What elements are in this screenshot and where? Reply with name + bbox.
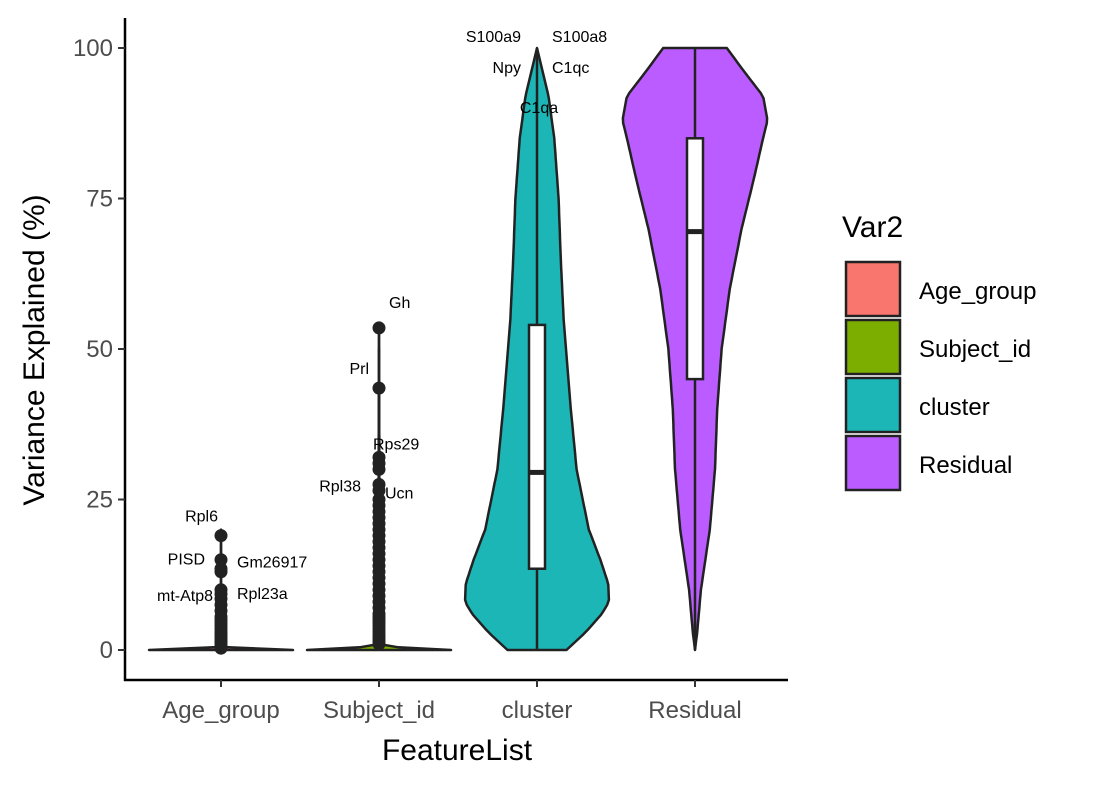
axes: 0 25 50 75 100 Age_group Subject_id cluster Resi… — [73, 18, 788, 724]
y-tick-label: 50 — [86, 336, 113, 363]
outlier-point-age-group — [214, 529, 228, 543]
legend-label-age-group: Age_group — [919, 278, 1036, 305]
gene-label-mt-atp8: mt-Atp8 — [157, 588, 213, 605]
outlier-point-subject-id — [372, 483, 386, 497]
gene-label-gm26917: Gm26917 — [237, 555, 307, 572]
outlier-point-subject-id — [372, 637, 386, 651]
gene-label-c1qc: C1qc — [552, 60, 589, 77]
x-axis-title: FeatureList — [382, 734, 533, 767]
box-cluster — [527, 323, 547, 570]
legend-swatch-age-group — [844, 260, 902, 318]
legend-title: Var2 — [842, 211, 903, 244]
plot-area: Rpl6 PISD Gm26917 mt-Atp8 Rpl23a Gh Prl Rps29 Rp… — [147, 29, 769, 655]
violin-group-subject-id: Gh Prl Rps29 Rpl38 Ucn — [305, 295, 453, 652]
x-tick-label: Subject_id — [323, 697, 435, 724]
legend-label-residual: Residual — [919, 452, 1012, 479]
outlier-point-subject-id — [372, 462, 386, 476]
gene-label-ucn: Ucn — [385, 485, 413, 502]
violin-group-cluster: S100a9 S100a8 Npy C1qc C1qa — [463, 29, 611, 652]
gene-label-rpl38: Rpl38 — [319, 478, 361, 495]
gene-label-rpl23a: Rpl23a — [237, 586, 288, 603]
gene-label-c1qa: C1qa — [520, 100, 558, 117]
gene-label-npy: Npy — [493, 60, 521, 77]
y-axis-title: Variance Explained (%) — [18, 194, 51, 505]
gene-label-s100a8: S100a8 — [552, 29, 607, 46]
box-residual — [685, 137, 705, 381]
outlier-point-age-group — [214, 641, 228, 655]
y-tick-label: 100 — [73, 35, 113, 62]
y-tick-label: 0 — [100, 637, 113, 664]
x-tick-label: cluster — [502, 697, 573, 724]
gene-label-pisd: PISD — [168, 552, 205, 569]
x-tick-label: Age_group — [162, 697, 279, 724]
outlier-point-subject-id — [372, 381, 386, 395]
outlier-point-age-group — [214, 553, 228, 567]
y-tick-label: 25 — [86, 487, 113, 514]
outlier-point-age-group — [214, 565, 228, 579]
gene-label-s100a9: S100a9 — [466, 29, 521, 46]
legend-label-subject-id: Subject_id — [919, 336, 1031, 363]
gene-label-prl: Prl — [349, 361, 369, 378]
legend-label-cluster: cluster — [919, 394, 990, 421]
outlier-point-subject-id — [372, 321, 386, 335]
gene-label-gh: Gh — [389, 295, 410, 312]
violin-group-residual — [621, 46, 769, 652]
legend-swatch-cluster — [844, 376, 902, 434]
gene-label-rps29: Rps29 — [373, 436, 419, 453]
gene-label-rpl6: Rpl6 — [185, 509, 218, 526]
y-tick-label: 75 — [86, 186, 113, 213]
legend-swatch-residual — [844, 434, 902, 492]
violin-group-age-group: Rpl6 PISD Gm26917 mt-Atp8 Rpl23a — [147, 509, 307, 655]
legend-swatch-subject-id — [844, 318, 902, 376]
x-tick-label: Residual — [648, 697, 741, 724]
